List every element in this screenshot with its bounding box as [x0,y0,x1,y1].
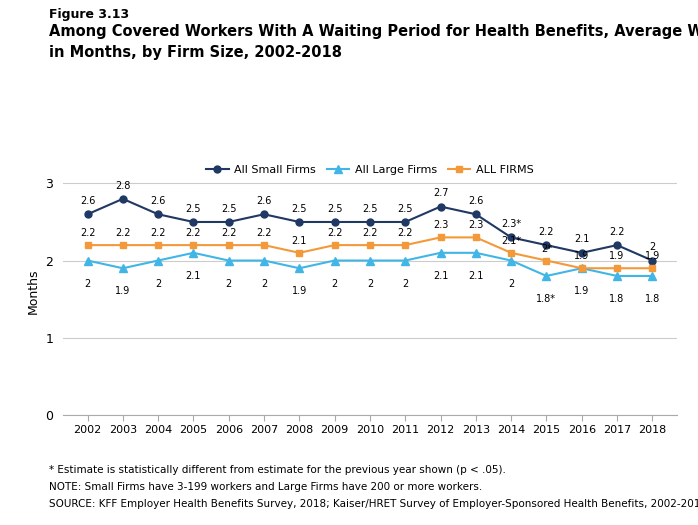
Text: 1.8*: 1.8* [537,294,556,304]
Text: 1.8: 1.8 [645,294,660,304]
Text: 2: 2 [649,242,655,252]
Text: 2.7: 2.7 [433,188,448,198]
Text: 2.2: 2.2 [397,228,413,238]
Text: 2.6: 2.6 [468,196,484,206]
Text: 1.9: 1.9 [645,251,660,261]
Text: 2.6: 2.6 [151,196,166,206]
Text: 2.2: 2.2 [80,228,96,238]
Text: 2.5: 2.5 [362,204,378,214]
Text: * Estimate is statistically different from estimate for the previous year shown : * Estimate is statistically different fr… [49,465,506,475]
Text: 2.1*: 2.1* [501,236,521,246]
Text: 2.2: 2.2 [256,228,272,238]
Text: SOURCE: KFF Employer Health Benefits Survey, 2018; Kaiser/HRET Survey of Employe: SOURCE: KFF Employer Health Benefits Sur… [49,499,698,509]
Text: 1.9: 1.9 [574,286,589,296]
Text: 2: 2 [508,279,514,289]
Text: 1.9: 1.9 [292,286,307,296]
Text: 2.1: 2.1 [574,235,589,245]
Text: 2.1: 2.1 [186,271,201,281]
Text: 2: 2 [84,279,91,289]
Text: 1.8: 1.8 [609,294,625,304]
Text: 2.2: 2.2 [362,228,378,238]
Text: 2.5: 2.5 [327,204,343,214]
Text: Among Covered Workers With A Waiting Period for Health Benefits, Average Waiting: Among Covered Workers With A Waiting Per… [49,24,698,39]
Text: 2.8: 2.8 [115,181,131,191]
Text: 2: 2 [332,279,338,289]
Text: 2.3*: 2.3* [501,219,521,229]
Text: 2.1: 2.1 [433,271,448,281]
Text: in Months, by Firm Size, 2002-2018: in Months, by Firm Size, 2002-2018 [49,45,342,60]
Text: 2*: 2* [541,244,552,254]
Text: 2.2: 2.2 [539,227,554,237]
Text: Figure 3.13: Figure 3.13 [49,8,129,21]
Text: 2.2: 2.2 [221,228,237,238]
Text: 2.1: 2.1 [468,271,484,281]
Y-axis label: Months: Months [27,269,40,314]
Text: 2.3: 2.3 [433,220,448,230]
Text: 2.2: 2.2 [115,228,131,238]
Text: 2.6: 2.6 [80,196,95,206]
Text: 2: 2 [367,279,373,289]
Text: 2.2: 2.2 [186,228,201,238]
Text: 2: 2 [225,279,232,289]
Text: 1.9: 1.9 [574,251,589,261]
Text: 2: 2 [402,279,408,289]
Text: 2.5: 2.5 [292,204,307,214]
Text: 2.3: 2.3 [468,220,484,230]
Text: NOTE: Small Firms have 3-199 workers and Large Firms have 200 or more workers.: NOTE: Small Firms have 3-199 workers and… [49,482,482,492]
Text: 2.6: 2.6 [256,196,272,206]
Text: 1.9: 1.9 [115,286,131,296]
Text: 2.2: 2.2 [609,227,625,237]
Text: 2: 2 [155,279,161,289]
Text: 2: 2 [261,279,267,289]
Text: 2.5: 2.5 [221,204,237,214]
Text: 2.2: 2.2 [327,228,343,238]
Text: 2.5: 2.5 [186,204,201,214]
Text: 1.9: 1.9 [609,251,625,261]
Text: 2.2: 2.2 [150,228,166,238]
Text: 2.5: 2.5 [397,204,413,214]
Text: 2.1: 2.1 [292,236,307,246]
Legend: All Small Firms, All Large Firms, ALL FIRMS: All Small Firms, All Large Firms, ALL FI… [202,161,538,180]
